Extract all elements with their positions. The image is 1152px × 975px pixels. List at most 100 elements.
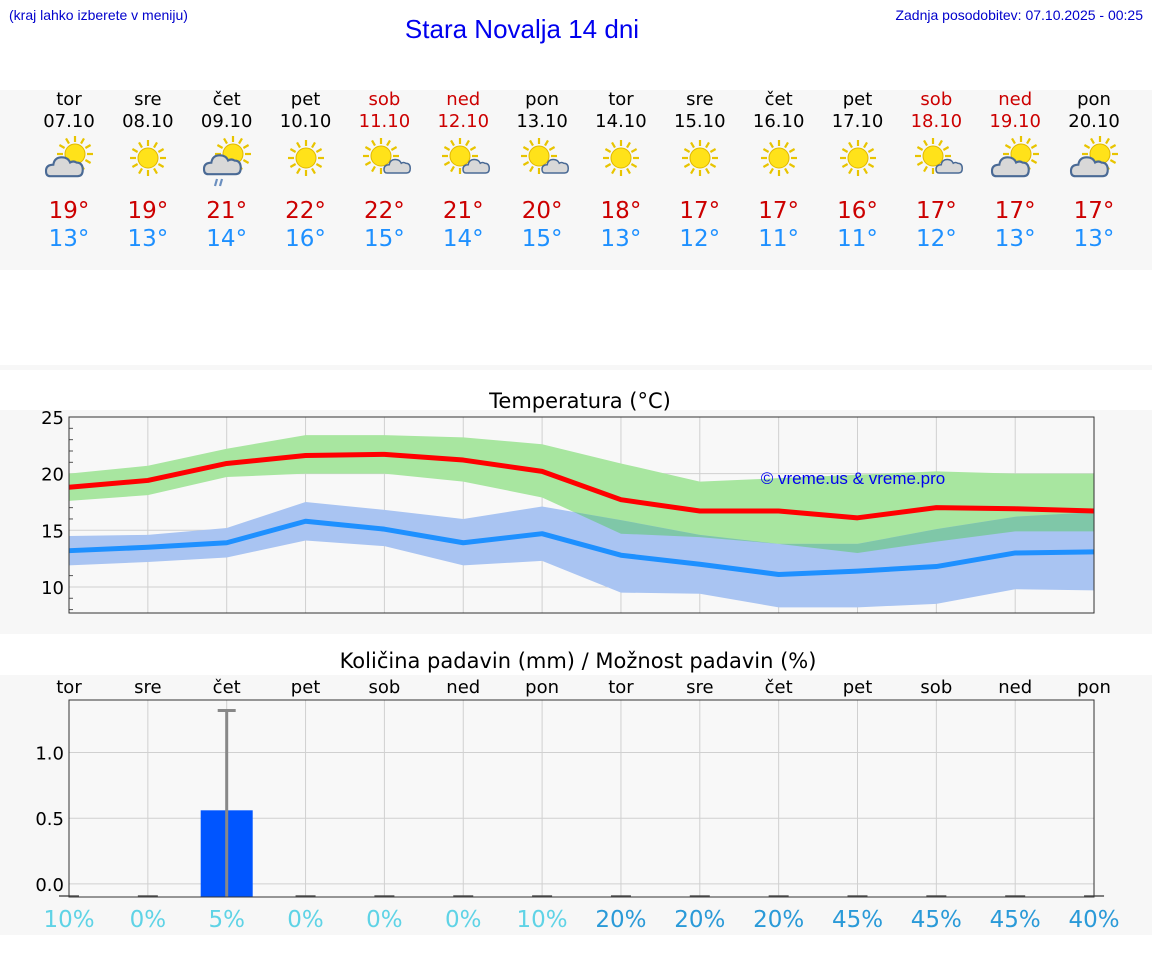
min-temperature-line [68, 518, 1095, 577]
sun-shape [287, 140, 324, 176]
precip-probability: 20% [753, 907, 804, 933]
day-date: 08.10 [122, 111, 174, 132]
day-date: 09.10 [200, 111, 253, 132]
max-temperature: 17° [758, 198, 800, 224]
sun-shape [602, 140, 639, 176]
day-date: 13.10 [516, 111, 568, 132]
day-date: 12.10 [437, 111, 490, 132]
cloud-shape [462, 158, 491, 174]
sun-shape [129, 140, 166, 176]
day-date: 07.10 [43, 111, 95, 132]
max-temperature: 16° [837, 198, 878, 224]
y-tick-label: 0.5 [35, 809, 64, 830]
sunny-icon [118, 135, 178, 195]
x-tick-label: pet [843, 677, 873, 698]
day-date: 16.10 [752, 111, 805, 132]
partly-cloudy-icon [39, 135, 99, 195]
x-tick-label: sob [368, 677, 400, 698]
sun-shape [760, 140, 797, 176]
sun-small-cloud-icon [433, 135, 493, 195]
min-temperature: 12° [679, 226, 721, 252]
x-tick-label: sre [134, 677, 161, 698]
min-temperature: 14° [206, 226, 248, 252]
min-temperature: 14° [442, 226, 484, 252]
min-temperature: 15° [521, 226, 563, 252]
day-name: sre [686, 89, 714, 110]
y-tick-label: 15 [41, 521, 64, 542]
day-name: ned [446, 89, 481, 110]
temperature-plot-frame [68, 416, 1095, 614]
x-tick-label: ned [998, 677, 1032, 698]
sun-shape [681, 140, 718, 176]
x-tick-label: sre [686, 677, 713, 698]
cloud-shape [44, 156, 84, 178]
day-name: sob [368, 89, 401, 110]
sun-shape [521, 138, 558, 174]
day-date: 20.10 [1068, 111, 1120, 132]
max-temperature: 17° [915, 198, 957, 224]
day-name: pet [290, 89, 321, 110]
cloud-shape [202, 154, 242, 176]
sun-small-cloud-icon [354, 135, 414, 195]
partly-cloudy-icon [985, 135, 1045, 195]
day-name: ned [998, 89, 1033, 110]
drizzle-shape [213, 178, 223, 187]
max-temperature-range-band [69, 435, 1095, 553]
max-temperature: 20° [521, 198, 563, 224]
y-tick-label: 1.0 [35, 744, 64, 765]
sunny-icon [828, 135, 888, 195]
day-name: sob [920, 89, 953, 110]
precip-probability: 20% [595, 907, 646, 933]
precip-probability: 45% [832, 907, 883, 933]
day-date: 15.10 [674, 111, 726, 132]
x-tick-label: pet [291, 677, 321, 698]
max-temperature: 17° [1073, 198, 1115, 224]
sun-small-cloud-icon [512, 135, 572, 195]
sunny-icon [591, 135, 651, 195]
cloud-shape [991, 156, 1030, 178]
max-temperature: 22° [285, 198, 326, 224]
sun-shape [363, 138, 400, 174]
cloud-shape [1069, 156, 1109, 178]
max-temperature: 17° [679, 198, 721, 224]
sun-shape [1003, 136, 1040, 172]
sunny-icon [670, 135, 730, 195]
min-temperature: 13° [600, 226, 642, 252]
precip-probability: 20% [674, 907, 725, 933]
max-temperature-line [68, 451, 1095, 521]
precip-probability: 10% [43, 907, 94, 933]
day-name: čet [212, 89, 241, 110]
max-temperature: 21° [206, 198, 248, 224]
day-date: 10.10 [279, 111, 332, 132]
page-title: Stara Novalja 14 dni [404, 14, 640, 44]
day-name: pet [842, 89, 873, 110]
sun-small-cloud-icon [906, 135, 966, 195]
day-name: tor [56, 89, 82, 110]
y-tick-label: 20 [41, 465, 64, 486]
min-temperature: 11° [758, 226, 800, 252]
cloud-shape [383, 158, 412, 174]
day-date: 17.10 [831, 111, 884, 132]
x-tick-label: čet [765, 677, 793, 698]
precip-probability: 0% [445, 907, 482, 933]
day-name: čet [764, 89, 793, 110]
y-tick-label: 0.0 [35, 875, 64, 896]
precip-probability: 45% [990, 907, 1041, 933]
min-temperature: 16° [285, 226, 326, 252]
max-temperature: 22° [364, 198, 405, 224]
min-temperature-range-band [69, 501, 1095, 608]
watermark: © vreme.us & vreme.pro [761, 469, 945, 488]
precip-plot-frame [68, 699, 1095, 898]
max-temperature: 17° [994, 198, 1036, 224]
max-temperature: 18° [600, 198, 642, 224]
divider [0, 365, 1152, 370]
partly-cloudy-icon [1064, 135, 1124, 195]
x-tick-label: pon [525, 677, 559, 698]
x-tick-label: ned [446, 677, 480, 698]
min-temperature: 13° [127, 226, 169, 252]
y-tick-label: 10 [41, 578, 64, 599]
precip-probability: 10% [517, 907, 568, 933]
min-temperature: 11° [837, 226, 878, 252]
min-temperature: 13° [1073, 226, 1115, 252]
